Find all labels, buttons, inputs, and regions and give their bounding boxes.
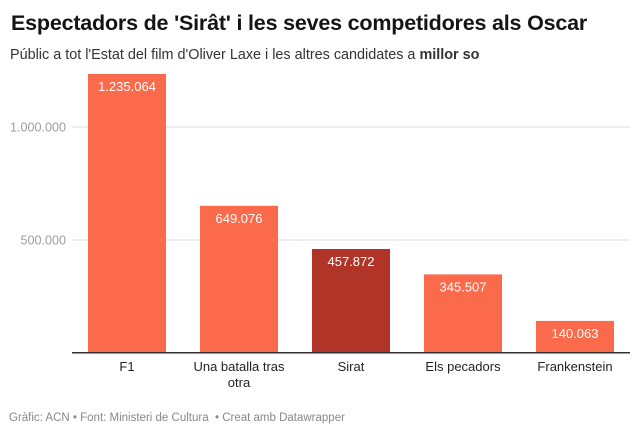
- svg-text:345.507: 345.507: [440, 279, 487, 294]
- svg-text:500.000: 500.000: [20, 234, 66, 248]
- svg-text:457.872: 457.872: [328, 254, 375, 269]
- svg-text:1.000.000: 1.000.000: [10, 121, 66, 135]
- svg-text:Els pecadors: Els pecadors: [425, 359, 501, 374]
- svg-text:otra: otra: [228, 375, 251, 390]
- svg-text:Una batalla tras: Una batalla tras: [193, 359, 285, 374]
- svg-text:F1: F1: [119, 359, 134, 374]
- svg-text:1.235.064: 1.235.064: [98, 79, 156, 94]
- svg-text:649.076: 649.076: [216, 211, 263, 226]
- svg-text:Sirat: Sirat: [338, 359, 365, 374]
- svg-text:Frankenstein: Frankenstein: [537, 359, 612, 374]
- svg-text:140.063: 140.063: [552, 326, 599, 341]
